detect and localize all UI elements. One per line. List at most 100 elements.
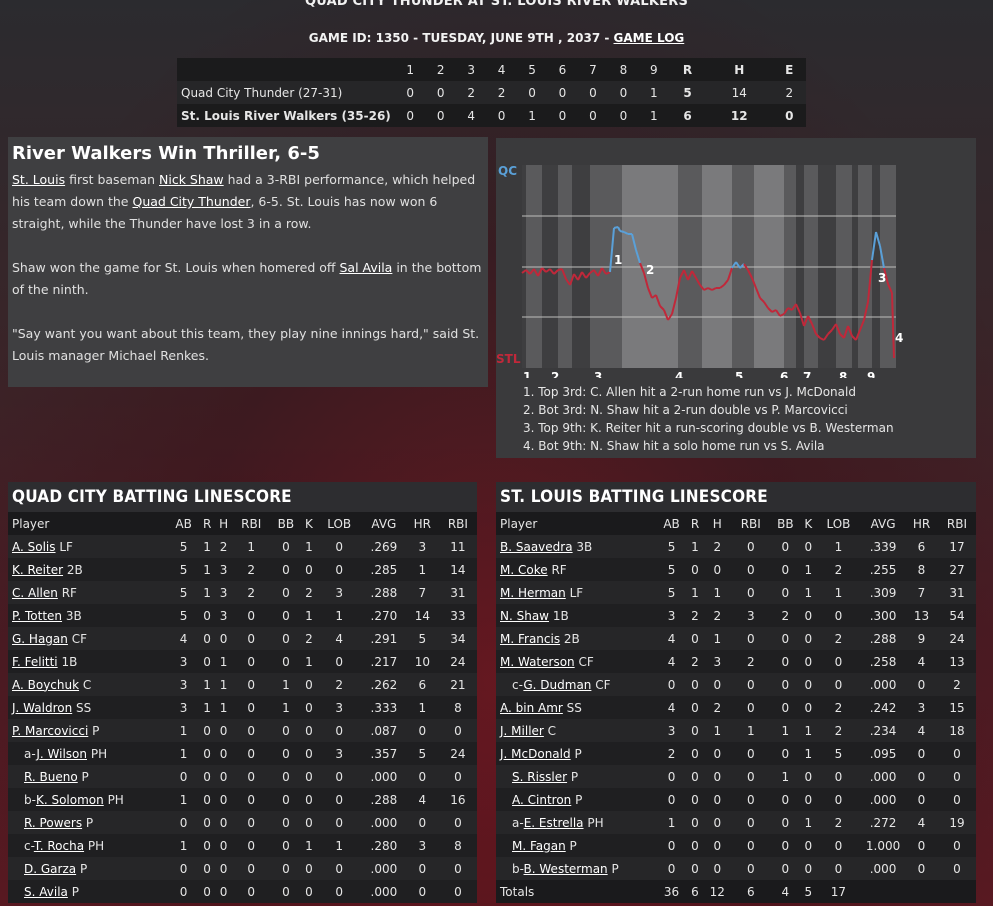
player-link[interactable]: A. Boychuk <box>12 677 80 692</box>
player-link[interactable]: R. Bueno <box>24 769 78 784</box>
stat-cell: 0 <box>282 562 290 577</box>
player-link[interactable]: F. Felitti <box>12 654 58 669</box>
player-link[interactable]: P. Totten <box>12 608 63 623</box>
win-prob-line-segment <box>667 313 673 321</box>
player-link[interactable]: T. Rocha <box>33 838 85 853</box>
inning-tick-label: 2 <box>551 370 559 378</box>
table-row: P. Marcovicci P 1 0 0 0 0 0 0.087 0 0 <box>8 719 477 742</box>
player-link[interactable]: J. Wilson <box>36 746 87 761</box>
player-link[interactable]: A. Cintron <box>512 792 572 807</box>
stat-cell: 1 <box>179 838 188 853</box>
stat-cell: 1 <box>203 700 211 715</box>
player-link[interactable]: S. Avila <box>24 884 68 899</box>
team-name[interactable]: Quad City Thunder (27-31) <box>181 85 343 100</box>
game-title: QUAD CITY THUNDER AT ST. LOUIS RIVER WAL… <box>304 0 689 9</box>
stat-cell: 0 <box>418 861 427 876</box>
totals-cell: 17 <box>830 884 847 899</box>
player-link[interactable]: J. Waldron <box>12 700 73 715</box>
stat-cell: 2 <box>834 631 843 646</box>
stat-cell: .285 <box>370 562 398 577</box>
stat-cell: .258 <box>869 654 897 669</box>
player-link[interactable]: R. Powers <box>24 815 83 830</box>
stat-cell: 15 <box>949 700 965 715</box>
stat-cell: 1 <box>203 677 211 692</box>
stat-cell: 0 <box>219 723 228 738</box>
game-log-link[interactable]: GAME LOG <box>613 31 685 45</box>
recap-paragraph: Shaw won the game for St. Louis when hom… <box>12 257 484 301</box>
player-link[interactable]: J. McDonald <box>500 746 571 761</box>
team-name[interactable]: St. Louis River Walkers (35-26) <box>181 108 391 123</box>
stat-cell: 2 <box>247 585 256 600</box>
player-link[interactable]: D. Garza <box>24 861 77 876</box>
player-link[interactable]: G. Hagan <box>12 631 68 646</box>
stat-cell: 0 <box>953 792 961 807</box>
stat-cell: 0 <box>219 884 228 899</box>
win-prob-line-segment <box>675 277 681 299</box>
player-link[interactable]: M. Herman <box>500 585 566 600</box>
player-wrap: M. Waterson CF <box>500 655 594 669</box>
stat-cell: .291 <box>370 631 398 646</box>
key-plays-list: 1. Top 3rd: C. Allen hit a 2-run home ru… <box>523 383 894 455</box>
win-prob-line-segment <box>707 287 713 291</box>
player-link[interactable]: Sal Avila <box>339 260 393 275</box>
stat-cell: 0 <box>746 539 755 554</box>
player-position: P <box>611 861 619 876</box>
linescore-header-cell <box>177 58 395 81</box>
player-link[interactable]: J. Miller <box>500 723 544 738</box>
stat-cell: 3 <box>335 700 343 715</box>
win-prob-line-segment <box>727 267 733 281</box>
player-link[interactable]: M. Fagan <box>512 838 566 853</box>
player-cell: b-B. Westerman P <box>496 857 656 880</box>
totals-row: Totals 36 6 12 6 4 5 17 <box>496 880 976 903</box>
player-link[interactable]: K. Solomon <box>35 792 104 807</box>
player-link[interactable]: P. Marcovicci <box>12 723 89 738</box>
stat-cell: 0 <box>454 723 462 738</box>
win-prob-line-segment <box>613 226 619 229</box>
player-link[interactable]: K. Reiter <box>12 562 64 577</box>
player-link[interactable]: E. Estrella <box>523 815 584 830</box>
stl-batting-panel: ST. LOUIS BATTING LINESCORE Player AB R H RB… <box>496 482 976 903</box>
stat-cell: 8 <box>454 700 462 715</box>
stat-cell: 0 <box>834 861 843 876</box>
stat-cell: 0 <box>247 769 256 784</box>
player-link[interactable]: A. Solis <box>12 539 56 554</box>
table-row: D. Garza P 0 0 0 0 0 0 0.000 0 0 <box>8 857 477 880</box>
player-link[interactable]: M. Coke <box>500 562 548 577</box>
stat-cell: 0 <box>691 769 699 784</box>
stat-cell: 0 <box>305 562 313 577</box>
stat-cell: 2 <box>953 677 961 692</box>
win-prob-line-segment <box>695 277 701 286</box>
player-position: LF <box>569 585 584 600</box>
player-wrap: N. Shaw 1B <box>500 609 569 623</box>
qc-col-header: RBI <box>241 516 262 531</box>
player-link[interactable]: N. Shaw <box>500 608 549 623</box>
stat-cell: 0 <box>203 838 211 853</box>
player-link[interactable]: M. Francis <box>500 631 561 646</box>
player-link[interactable]: A. bin Amr <box>500 700 563 715</box>
stat-cell: 0 <box>203 884 211 899</box>
stat-cell: 18 <box>949 723 965 738</box>
player-link[interactable]: M. Waterson <box>500 654 575 669</box>
player-link[interactable]: G. Dudman <box>523 677 592 692</box>
player-link[interactable]: S. Rissler <box>512 769 568 784</box>
stat-cell: 0 <box>247 654 256 669</box>
linescore-header-cell: 2 <box>436 62 445 77</box>
player-link[interactable]: C. Allen <box>12 585 58 600</box>
player-link[interactable]: B. Westerman <box>523 861 608 876</box>
stat-cell: 0 <box>781 815 790 830</box>
key-play-marker: 2 <box>646 263 654 277</box>
player-link[interactable]: Nick Shaw <box>159 172 224 187</box>
stat-cell: 0 <box>834 677 843 692</box>
stat-cell: 0 <box>179 861 188 876</box>
team-link[interactable]: Quad City Thunder <box>132 194 251 209</box>
win-prob-line-segment <box>883 267 889 285</box>
stat-cell: 34 <box>450 631 466 646</box>
linescore-row-home: St. Louis River Walkers (35-26) 0 0 4 0 … <box>177 104 806 127</box>
player-wrap: b-K. Solomon PH <box>12 793 124 807</box>
stat-cell: 5 <box>418 631 427 646</box>
player-link[interactable]: B. Saavedra <box>500 539 573 554</box>
stat-cell: 0 <box>305 884 313 899</box>
stat-cell: .000 <box>370 815 398 830</box>
win-prob-line-segment <box>867 259 873 303</box>
team-link[interactable]: St. Louis <box>12 172 66 187</box>
